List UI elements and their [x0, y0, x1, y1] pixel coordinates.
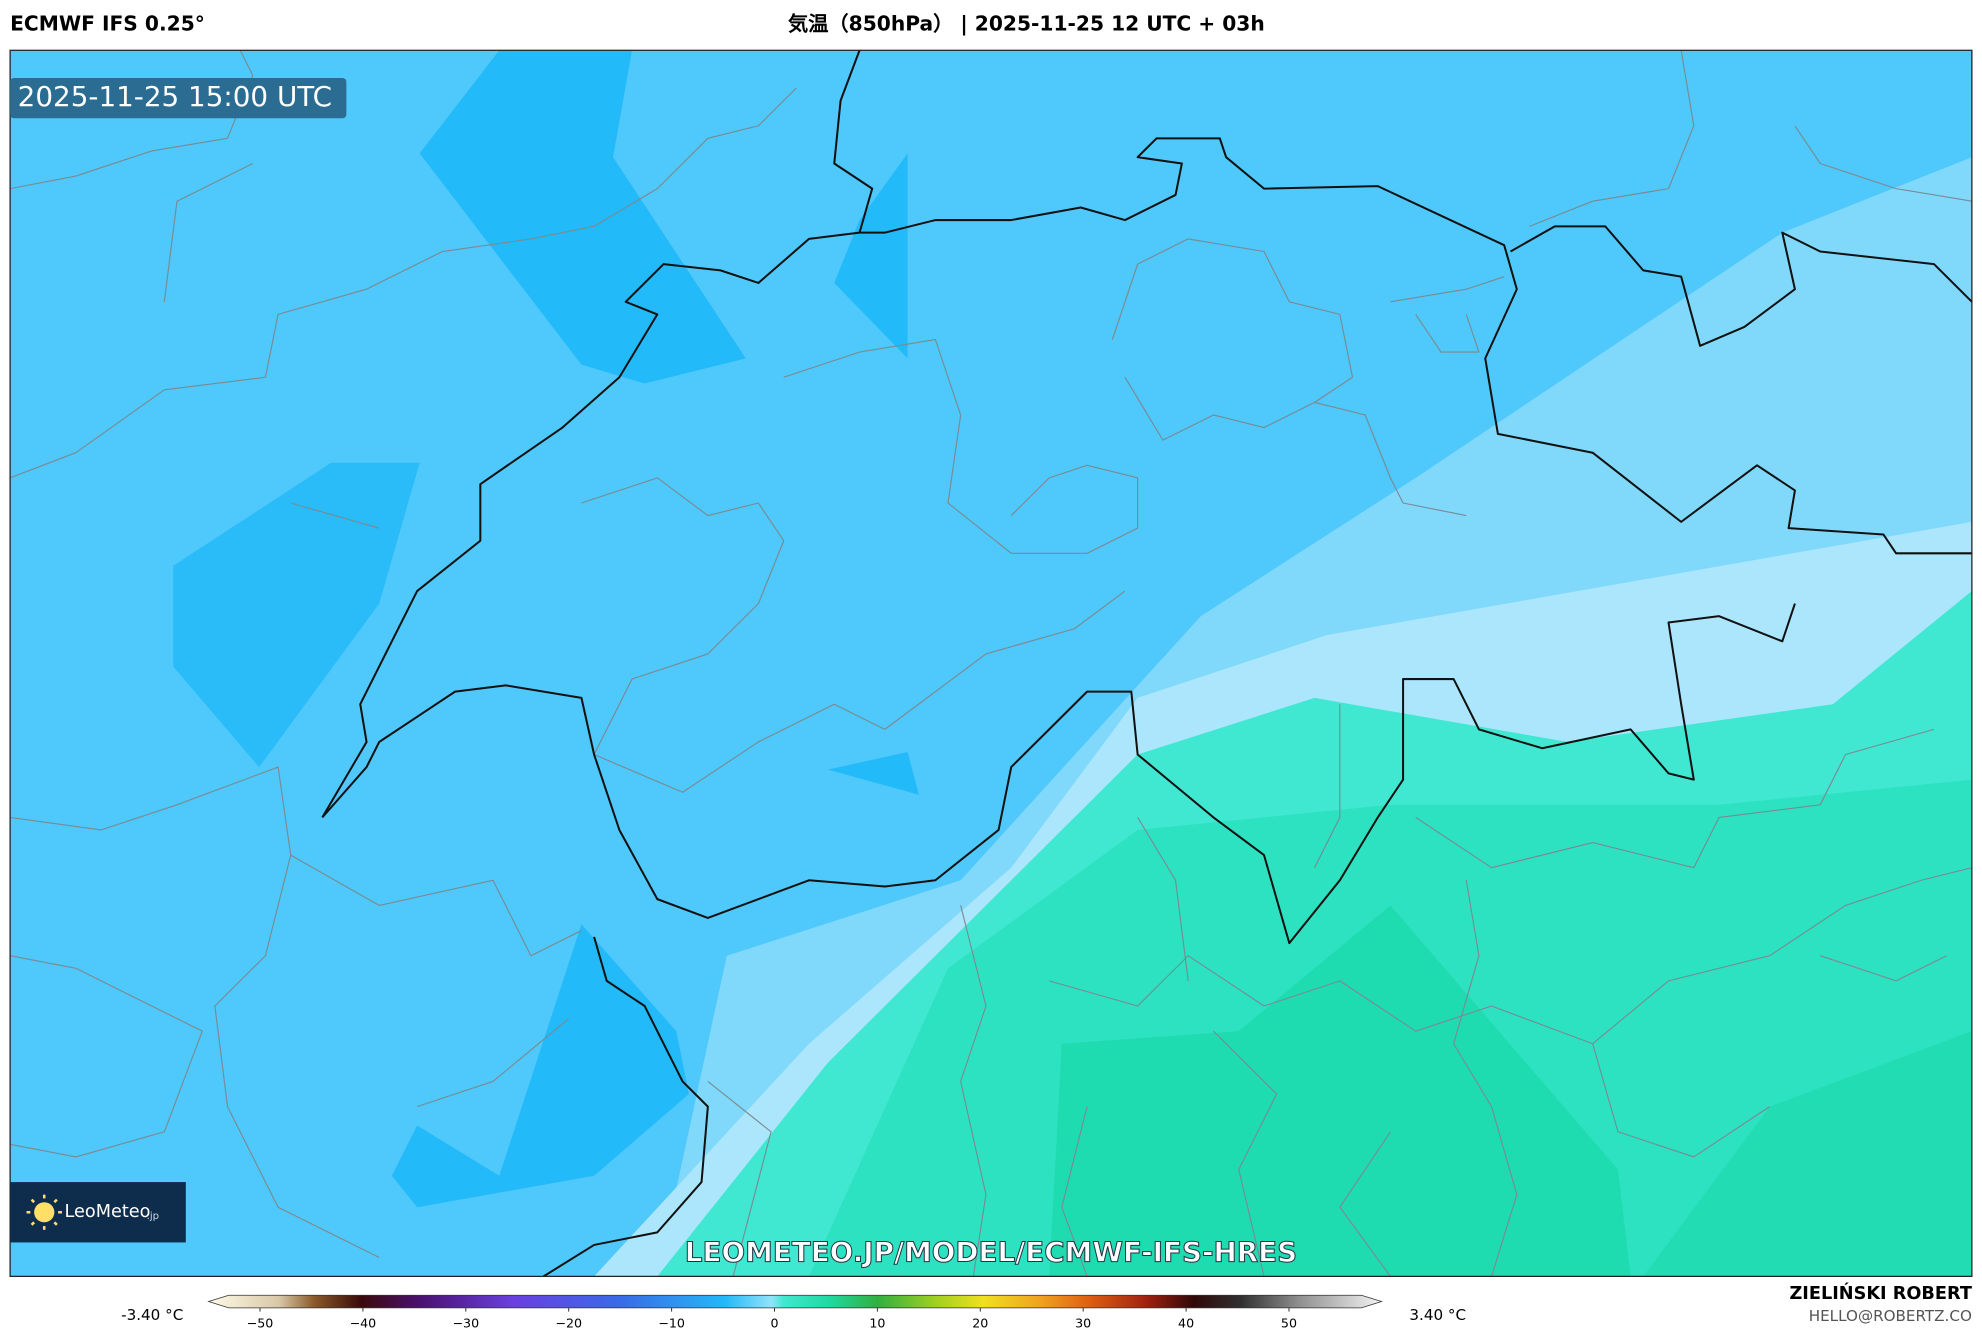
colorbar-tick-label: 0: [770, 1316, 778, 1331]
timestamp-box: [10, 77, 347, 119]
colorbar: −50 −40 −30 −20 −10 0 10 20 30 40 50: [207, 1294, 1383, 1331]
map-shape: [833, 50, 874, 233]
map-shape: [173, 462, 420, 768]
colorbar-tick-label: −20: [555, 1316, 582, 1331]
region-borders: [10, 50, 1972, 1277]
map-shape: [10, 955, 570, 1158]
colorbar-scale: [207, 1294, 1383, 1309]
map-shape: [26, 1194, 62, 1230]
map-shape: [1049, 905, 1631, 1277]
map-shape: [30, 1198, 36, 1204]
colorbar-tick-label: −10: [658, 1316, 685, 1331]
map-shape: [53, 1198, 58, 1204]
min-label: -3.40 °C: [121, 1306, 183, 1324]
map-shape: [707, 867, 1972, 1277]
logo: LeoMeteo .jp: [10, 1182, 186, 1243]
map-shape: [581, 477, 1126, 793]
max-label: 3.40 °C: [1409, 1306, 1466, 1324]
map-shape: [30, 1221, 36, 1226]
map-shape: [1137, 704, 1935, 1277]
logo-suffix: .jp: [147, 1211, 159, 1222]
map-shape: [53, 1221, 58, 1226]
map-shape: [1314, 276, 1505, 517]
map-shape: [10, 50, 797, 479]
map-shape: [834, 153, 908, 359]
colorbar-tick-label: 40: [1178, 1316, 1194, 1331]
map-shape: [1529, 50, 1972, 227]
map-shape: [321, 603, 1796, 945]
logo-text: LeoMeteo: [64, 1202, 150, 1222]
map-shape: [321, 137, 1972, 818]
map-shape: [1643, 1031, 1972, 1277]
map-shape: [1510, 225, 1972, 347]
colorbar-tick-label: 30: [1075, 1316, 1091, 1331]
map-shape: [391, 924, 689, 1208]
map-shape: [1061, 955, 1947, 1277]
colorbar-tick-label: 50: [1281, 1316, 1297, 1331]
timestamp: 2025-11-25 15:00 UTC: [18, 80, 332, 113]
map-frame: [9, 49, 1973, 1278]
map-title: 気温（850hPa） | 2025-11-25 12 UTC + 03h: [788, 12, 1265, 36]
map-shape: [783, 238, 1354, 554]
colorbar-tick-label: −50: [247, 1316, 274, 1331]
map-shape: [10, 162, 582, 1259]
map-shape: [542, 936, 709, 1277]
model-name: ECMWF IFS 0.25°: [10, 12, 205, 36]
map: [10, 50, 1972, 1277]
colorbar-tick-label: −40: [350, 1316, 377, 1331]
colorbar-tick-label: 20: [972, 1316, 988, 1331]
author: ZIELIŃSKI ROBERT: [1789, 1282, 1971, 1304]
country-borders: [321, 50, 1972, 1277]
map-shape: [827, 751, 919, 795]
map-shape: [34, 1202, 55, 1223]
contact: HELLO@ROBERTZ.CO: [1809, 1307, 1972, 1325]
colorbar-tick-label: 10: [869, 1316, 885, 1331]
colorbar-tick-label: −30: [452, 1316, 479, 1331]
watermark: LEOMETEO.JP/MODEL/ECMWF-IFS-HRES: [685, 1236, 1297, 1269]
map-shape: [419, 50, 746, 384]
